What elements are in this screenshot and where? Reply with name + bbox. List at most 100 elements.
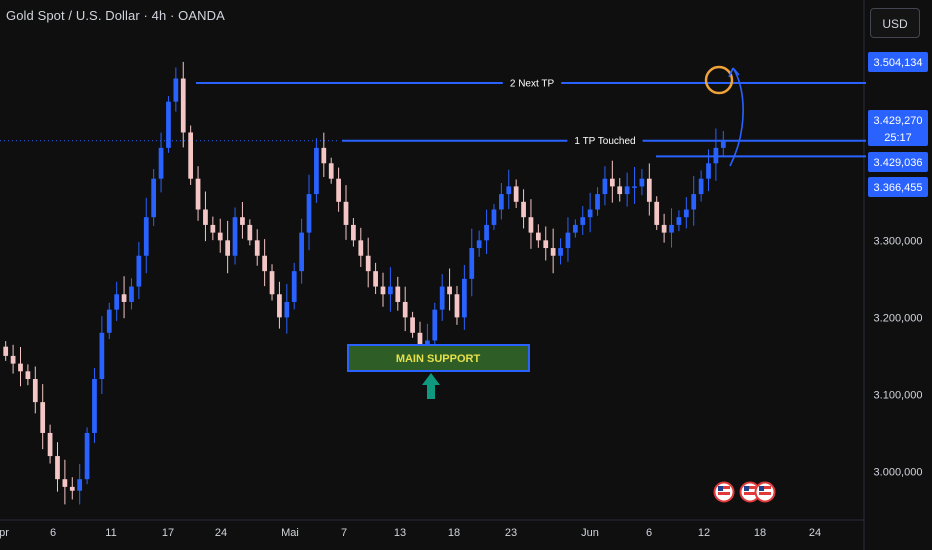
candle-body <box>661 224 667 233</box>
candle-body <box>158 147 164 179</box>
price-tag-level3: 3.429,036 <box>874 157 923 169</box>
us-flag-icon-stripe <box>744 492 756 495</box>
main-support-label: MAIN SUPPORT <box>396 353 481 365</box>
candle-body <box>151 178 157 218</box>
currency-button[interactable]: USD <box>870 8 920 38</box>
candle-body <box>521 201 526 218</box>
candle-body <box>365 255 371 272</box>
candle-body <box>240 217 245 225</box>
candle-body <box>314 147 319 195</box>
price-axis-label: 3.200,000 <box>874 312 923 324</box>
candle-body <box>572 224 578 233</box>
candle-body <box>40 402 46 433</box>
candle-body <box>528 217 534 233</box>
candle-body <box>373 271 378 287</box>
time-axis-label: 11 <box>105 527 116 539</box>
price-tag-current-bg <box>868 110 928 146</box>
candle-body <box>254 240 260 256</box>
price-tag-level3-bg <box>868 152 928 172</box>
time-axis-label: 17 <box>162 527 174 539</box>
candle-body <box>299 232 304 272</box>
time-axis-label: 24 <box>809 527 821 539</box>
candle-body <box>683 209 689 218</box>
candle-body <box>291 271 297 302</box>
candle-body <box>69 486 75 491</box>
time-axis-label: 7 <box>341 527 347 539</box>
candle-body <box>284 301 290 318</box>
candle-body <box>77 479 83 491</box>
candle-body <box>143 217 149 256</box>
candle-body <box>195 178 201 210</box>
candle-body <box>32 379 38 403</box>
price-axis-label: 3.300,000 <box>874 235 923 247</box>
time-axis-label: 12 <box>698 527 710 539</box>
projection-arrow <box>729 67 744 167</box>
time-axis-label: 6 <box>646 527 652 539</box>
candle-body <box>217 232 223 241</box>
candle-body <box>388 286 393 295</box>
candle-body <box>595 194 600 210</box>
price-tag-next-tp-bg <box>868 52 928 72</box>
candle-body <box>602 178 608 195</box>
candle-body <box>513 186 519 202</box>
candle-body <box>336 178 341 202</box>
time-axis-label: 6 <box>50 527 56 539</box>
candle-body <box>454 294 460 318</box>
candle-body <box>62 479 68 487</box>
us-flag-icon-canton <box>718 486 723 491</box>
candle-body <box>395 286 401 302</box>
candle-body <box>410 317 415 333</box>
candle-body <box>646 178 652 202</box>
candle-body <box>706 163 711 179</box>
main-support-box[interactable] <box>347 344 530 372</box>
candle-body <box>698 178 704 195</box>
up-arrow-icon <box>422 373 440 399</box>
candle-body <box>166 101 171 148</box>
candle-body <box>676 217 682 225</box>
us-flag-icon-stripe <box>744 486 756 489</box>
target-circle <box>704 65 734 95</box>
candle-body <box>476 240 482 249</box>
candle-body <box>92 379 97 433</box>
candle-body <box>380 286 386 295</box>
candle-body <box>654 201 660 225</box>
us-flag-icon-stripe <box>718 486 730 489</box>
candle-body <box>114 294 120 310</box>
candle-body <box>447 286 452 295</box>
candle-body <box>47 432 53 457</box>
candle-body <box>462 278 467 318</box>
candle-body <box>720 140 726 148</box>
time-axis-label: 24 <box>215 527 227 539</box>
candle-body <box>439 286 445 310</box>
price-tag-current: 3.429,270 <box>874 115 923 127</box>
candle-body <box>321 147 327 164</box>
candle-body <box>580 217 586 225</box>
time-axis-label: Mai <box>281 527 299 539</box>
us-flag-icon-canton <box>744 486 749 491</box>
candle-body <box>691 194 697 210</box>
candle-body <box>225 240 231 256</box>
candle-body <box>506 186 512 195</box>
candle-body <box>351 224 356 241</box>
symbol-title[interactable]: Gold Spot / U.S. Dollar · 4h · OANDA <box>6 8 225 23</box>
us-flag-icon-canton <box>759 486 764 491</box>
candle-body <box>188 132 194 179</box>
candle-body <box>84 432 90 480</box>
candle-body <box>543 240 549 249</box>
candle-body <box>10 355 16 364</box>
price-tag-next-tp: 3.504,134 <box>874 57 923 69</box>
candle-body <box>210 224 216 233</box>
candle-body <box>55 456 60 480</box>
candle-body <box>632 186 637 188</box>
candle-body <box>25 371 31 380</box>
candle-body <box>3 346 9 356</box>
candle-body <box>624 186 630 195</box>
time-axis-label: Jun <box>581 527 599 539</box>
candle-body <box>269 271 275 295</box>
candle-body <box>129 286 134 302</box>
candle-body <box>484 224 489 241</box>
us-flag-icon-stripe <box>759 492 771 495</box>
candle-body <box>262 255 267 272</box>
candle-body <box>99 332 105 380</box>
